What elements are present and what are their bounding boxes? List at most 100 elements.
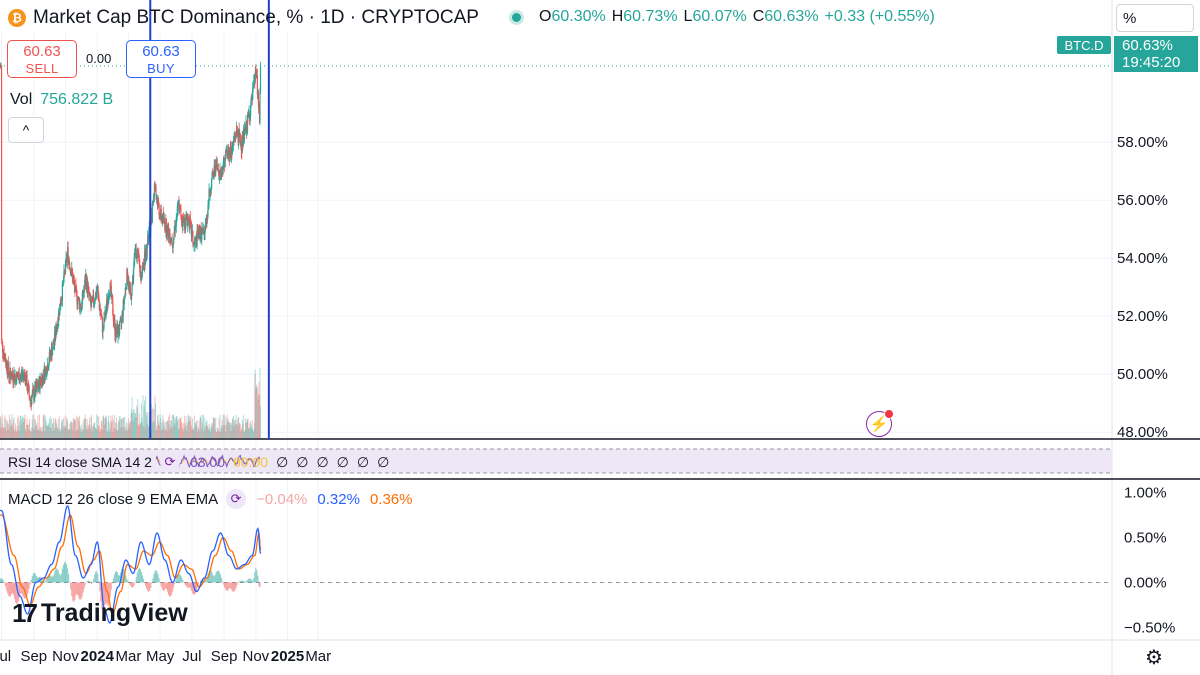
candle-body [114,319,116,336]
macd-histogram-bar [140,571,142,583]
sync-icon[interactable]: ⟳ [226,489,247,509]
macd-histogram-bar [15,582,17,603]
volume-bar [96,414,98,438]
symbol-header[interactable]: ₿ Market Cap BTC Dominance, % · 1D · CRY… [8,6,479,30]
sync-icon[interactable]: ⟳ [159,452,180,472]
volume-bar [78,420,80,438]
volume-bar [21,424,23,438]
candle-body [124,288,126,295]
volume-bar [193,430,195,438]
candle-body [28,384,30,387]
volume-bar [205,424,207,438]
volume-bar [232,416,234,438]
settings-gear-icon[interactable]: ⚙ [1145,647,1163,669]
macd-histogram-bar [48,575,50,583]
macd-histogram-bar [37,577,39,583]
x-axis-tick-label: Jul [182,648,201,665]
volume-bar [161,429,163,438]
volume-bar [153,408,155,438]
macd-histogram-bar [171,582,173,595]
candle-body [29,400,31,402]
volume-bar [56,427,58,438]
macd-histogram-bar [129,582,131,585]
price-axis-label: 52.00% [1117,308,1168,325]
volume-bar [191,429,193,438]
macd-histogram-bar [222,581,224,583]
scale-mode-button[interactable]: % [1116,4,1194,32]
sell-button[interactable]: 60.63 SELL [7,40,77,78]
volume-bar [87,424,89,438]
candle-body [35,382,37,395]
volume-bar [131,397,133,438]
volume-bar [124,417,126,438]
lightning-icon[interactable]: ⚡ [866,409,894,437]
volume-bar [209,423,211,438]
volume-bar [32,414,34,438]
macd-histogram-bar [206,577,208,583]
volume-bar [61,420,63,438]
macd-histogram-bar [0,578,2,583]
candle-body [179,206,182,209]
candle-body [155,195,158,199]
bitcoin-logo-icon: ₿ [8,9,26,27]
macd-histogram-bar [26,582,28,597]
macd-histogram-bar [6,582,8,593]
volume-bar [2,428,4,438]
candle-body [110,285,112,298]
symbol-title[interactable]: Market Cap BTC Dominance, % · 1D · CRYPT… [33,7,479,28]
macd-histogram-bar [195,582,197,594]
macd-histogram-bar [49,575,51,583]
volume-bar [68,429,70,438]
rsi-legend[interactable]: RSI 14 close SMA 14 2 ⟳ 63.00 60.00 ∅ ∅ … [8,452,397,472]
candle-body [101,317,103,319]
volume-bar [140,424,142,438]
volume-bar [46,425,48,438]
candle-body [184,220,186,230]
volume-bar [153,421,155,438]
macd-histogram-bar [96,571,98,583]
macd-legend[interactable]: MACD 12 26 close 9 EMA EMA ⟳ −0.04% 0.32… [8,489,412,509]
candle-body [217,164,219,171]
candle-body [17,377,19,379]
volume-bar [192,427,194,438]
tradingview-logo[interactable]: 17 TradingView [12,598,188,629]
macd-histogram-bar [56,568,58,583]
volume-bar [138,413,140,438]
candle-body [74,285,76,292]
volume-bar [51,430,53,438]
volume-bar [224,424,226,438]
collapse-legend-button[interactable]: ^ [8,117,44,143]
candle-body [249,115,251,120]
candle-body [98,294,100,301]
volume-legend[interactable]: Vol 756.822 B [10,91,113,109]
macd-histogram-bar [192,582,194,595]
volume-bar [213,418,215,438]
candle-body [134,249,136,253]
buy-button[interactable]: 60.63 BUY [126,40,196,78]
volume-bar [83,418,85,438]
volume-bar [155,430,157,438]
volume-bar [3,426,5,438]
volume-bar [137,424,139,438]
candle-body [42,374,44,386]
macd-histogram-bar [92,582,94,584]
volume-bar [174,424,176,438]
volume-bar [210,431,212,438]
volume-bar [72,417,74,438]
volume-bar [216,431,218,438]
macd-histogram-bar [82,582,84,593]
volume-bar [245,422,247,438]
volume-bar [69,428,71,438]
candle-body [182,216,185,223]
volume-bar [199,417,201,438]
market-status-icon[interactable] [512,12,521,22]
macd-histogram-bar [5,582,7,590]
volume-bar [19,415,21,438]
volume-bar [75,430,77,438]
volume-bar [55,417,57,438]
volume-bar [255,389,257,438]
macd-histogram-bar [97,573,99,583]
volume-bar [129,421,131,438]
volume-bar [100,428,102,438]
